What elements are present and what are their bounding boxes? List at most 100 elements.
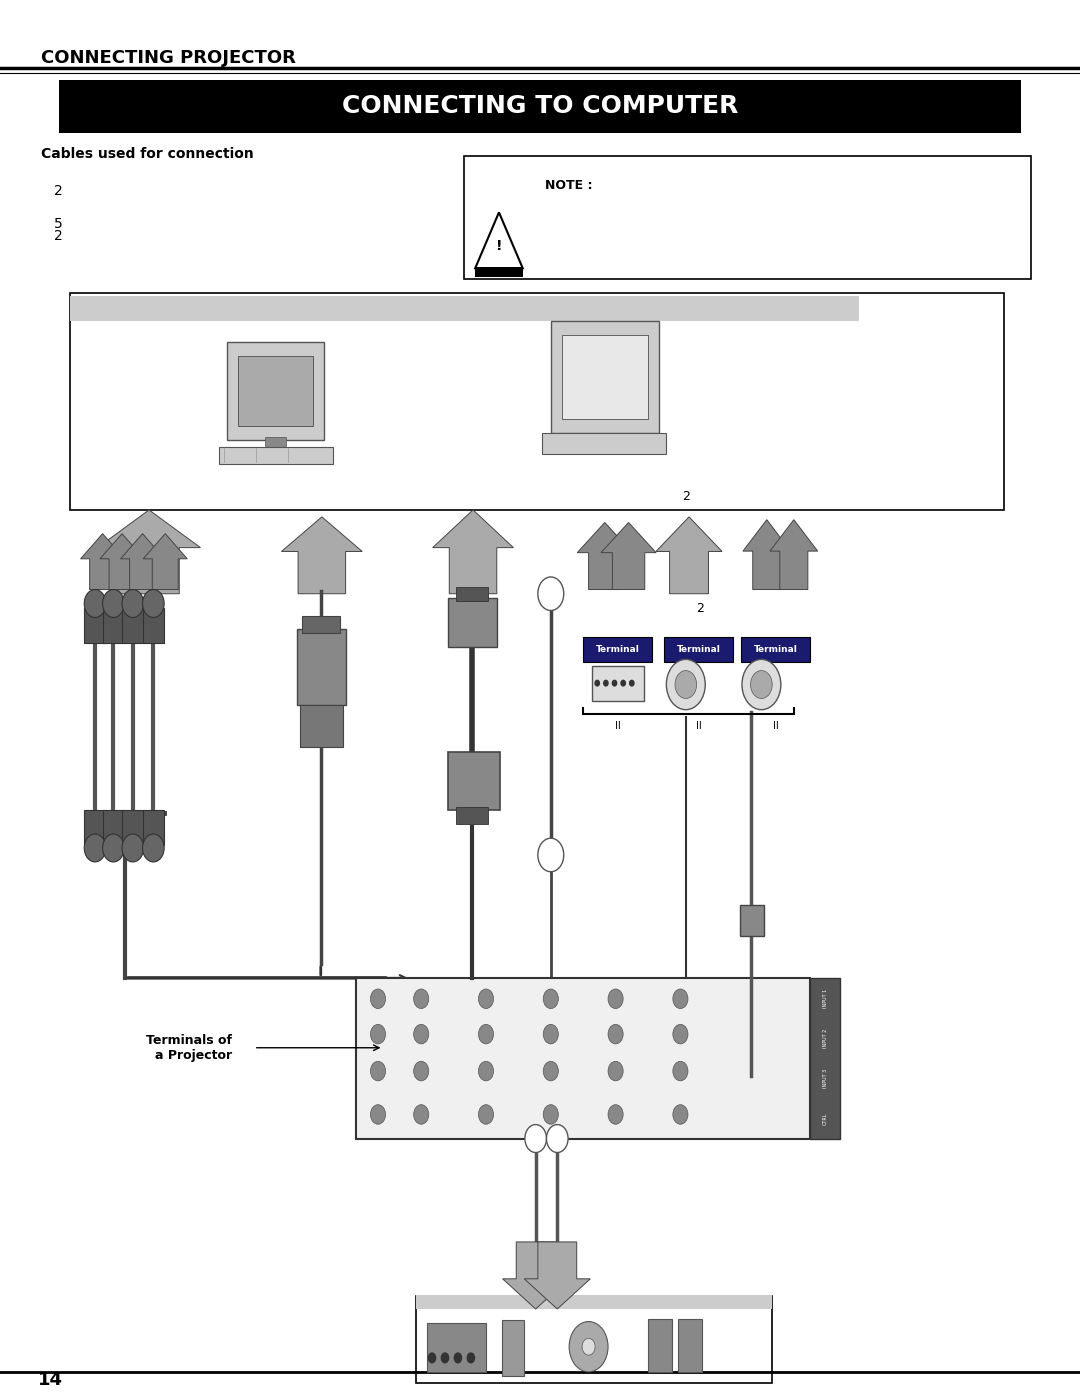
Text: Terminal: Terminal: [754, 645, 797, 654]
Circle shape: [414, 1105, 429, 1125]
Circle shape: [608, 1024, 623, 1044]
Text: II: II: [696, 721, 702, 731]
Circle shape: [630, 680, 634, 686]
Bar: [297, 629, 346, 705]
Text: INPUT 3: INPUT 3: [823, 1069, 827, 1088]
Text: CTRL: CTRL: [823, 1112, 827, 1125]
Bar: [592, 666, 644, 701]
Circle shape: [582, 1338, 595, 1355]
Text: INPUT 1: INPUT 1: [823, 988, 827, 1007]
Bar: [456, 807, 488, 824]
Circle shape: [595, 680, 599, 686]
Circle shape: [675, 671, 697, 698]
Bar: [70, 293, 1004, 510]
Text: !: !: [496, 239, 502, 253]
Text: 2: 2: [54, 184, 63, 198]
Bar: [356, 978, 810, 1139]
Circle shape: [621, 680, 625, 686]
Bar: [143, 608, 164, 643]
Circle shape: [525, 1125, 546, 1153]
Bar: [84, 608, 106, 643]
Bar: [238, 356, 313, 426]
Circle shape: [103, 590, 124, 617]
Bar: [70, 296, 859, 321]
Circle shape: [428, 1352, 436, 1363]
Circle shape: [543, 1105, 558, 1125]
Bar: [448, 598, 497, 647]
Circle shape: [673, 1024, 688, 1044]
Circle shape: [612, 680, 617, 686]
Circle shape: [546, 1125, 568, 1153]
Polygon shape: [578, 522, 633, 590]
Circle shape: [370, 1105, 386, 1125]
Bar: [300, 705, 343, 747]
Bar: [583, 637, 652, 662]
Polygon shape: [524, 1242, 591, 1309]
Text: 2: 2: [696, 602, 704, 615]
Bar: [678, 1319, 702, 1372]
Text: Terminal: Terminal: [596, 645, 639, 654]
Polygon shape: [433, 510, 513, 594]
Circle shape: [467, 1352, 475, 1363]
Circle shape: [478, 989, 494, 1009]
Circle shape: [608, 989, 623, 1009]
Circle shape: [673, 989, 688, 1009]
Circle shape: [103, 834, 124, 862]
Bar: [741, 637, 810, 662]
Bar: [502, 1320, 524, 1376]
Circle shape: [751, 671, 772, 698]
Bar: [416, 1295, 772, 1309]
Circle shape: [608, 1105, 623, 1125]
Bar: [59, 80, 1021, 133]
Bar: [103, 810, 124, 845]
Bar: [542, 433, 666, 454]
Bar: [416, 1296, 772, 1383]
Polygon shape: [600, 522, 656, 590]
Text: 5: 5: [54, 217, 63, 231]
Circle shape: [673, 1105, 688, 1125]
Text: Terminal: Terminal: [677, 645, 720, 654]
Circle shape: [414, 1062, 429, 1081]
Circle shape: [84, 590, 106, 617]
Text: NOTE :: NOTE :: [545, 179, 593, 191]
Bar: [475, 267, 523, 277]
Circle shape: [569, 1322, 608, 1372]
Circle shape: [543, 1062, 558, 1081]
Circle shape: [454, 1352, 462, 1363]
Polygon shape: [475, 212, 523, 268]
Bar: [103, 608, 124, 643]
Text: CONNECTING TO COMPUTER: CONNECTING TO COMPUTER: [341, 94, 739, 119]
Circle shape: [122, 834, 144, 862]
Polygon shape: [656, 517, 723, 594]
Circle shape: [543, 989, 558, 1009]
Bar: [427, 1323, 486, 1372]
Bar: [448, 752, 500, 810]
Bar: [551, 321, 659, 433]
Circle shape: [538, 838, 564, 872]
Text: II: II: [772, 721, 779, 731]
Circle shape: [604, 680, 608, 686]
Bar: [648, 1319, 672, 1372]
Polygon shape: [770, 520, 818, 590]
Polygon shape: [100, 534, 144, 590]
Text: 14: 14: [38, 1372, 63, 1389]
Polygon shape: [282, 517, 362, 594]
Bar: [456, 587, 488, 601]
Bar: [122, 608, 144, 643]
Text: II: II: [615, 721, 621, 731]
Bar: [143, 810, 164, 845]
Bar: [810, 978, 840, 1139]
Text: INPUT 2: INPUT 2: [823, 1028, 827, 1048]
Circle shape: [608, 1062, 623, 1081]
Polygon shape: [502, 1242, 569, 1309]
Polygon shape: [81, 534, 124, 590]
Polygon shape: [121, 534, 164, 590]
Bar: [219, 447, 333, 464]
Circle shape: [441, 1352, 449, 1363]
Circle shape: [478, 1024, 494, 1044]
Bar: [302, 616, 340, 633]
Circle shape: [742, 659, 781, 710]
Circle shape: [673, 1062, 688, 1081]
Bar: [227, 342, 324, 440]
Circle shape: [666, 659, 705, 710]
